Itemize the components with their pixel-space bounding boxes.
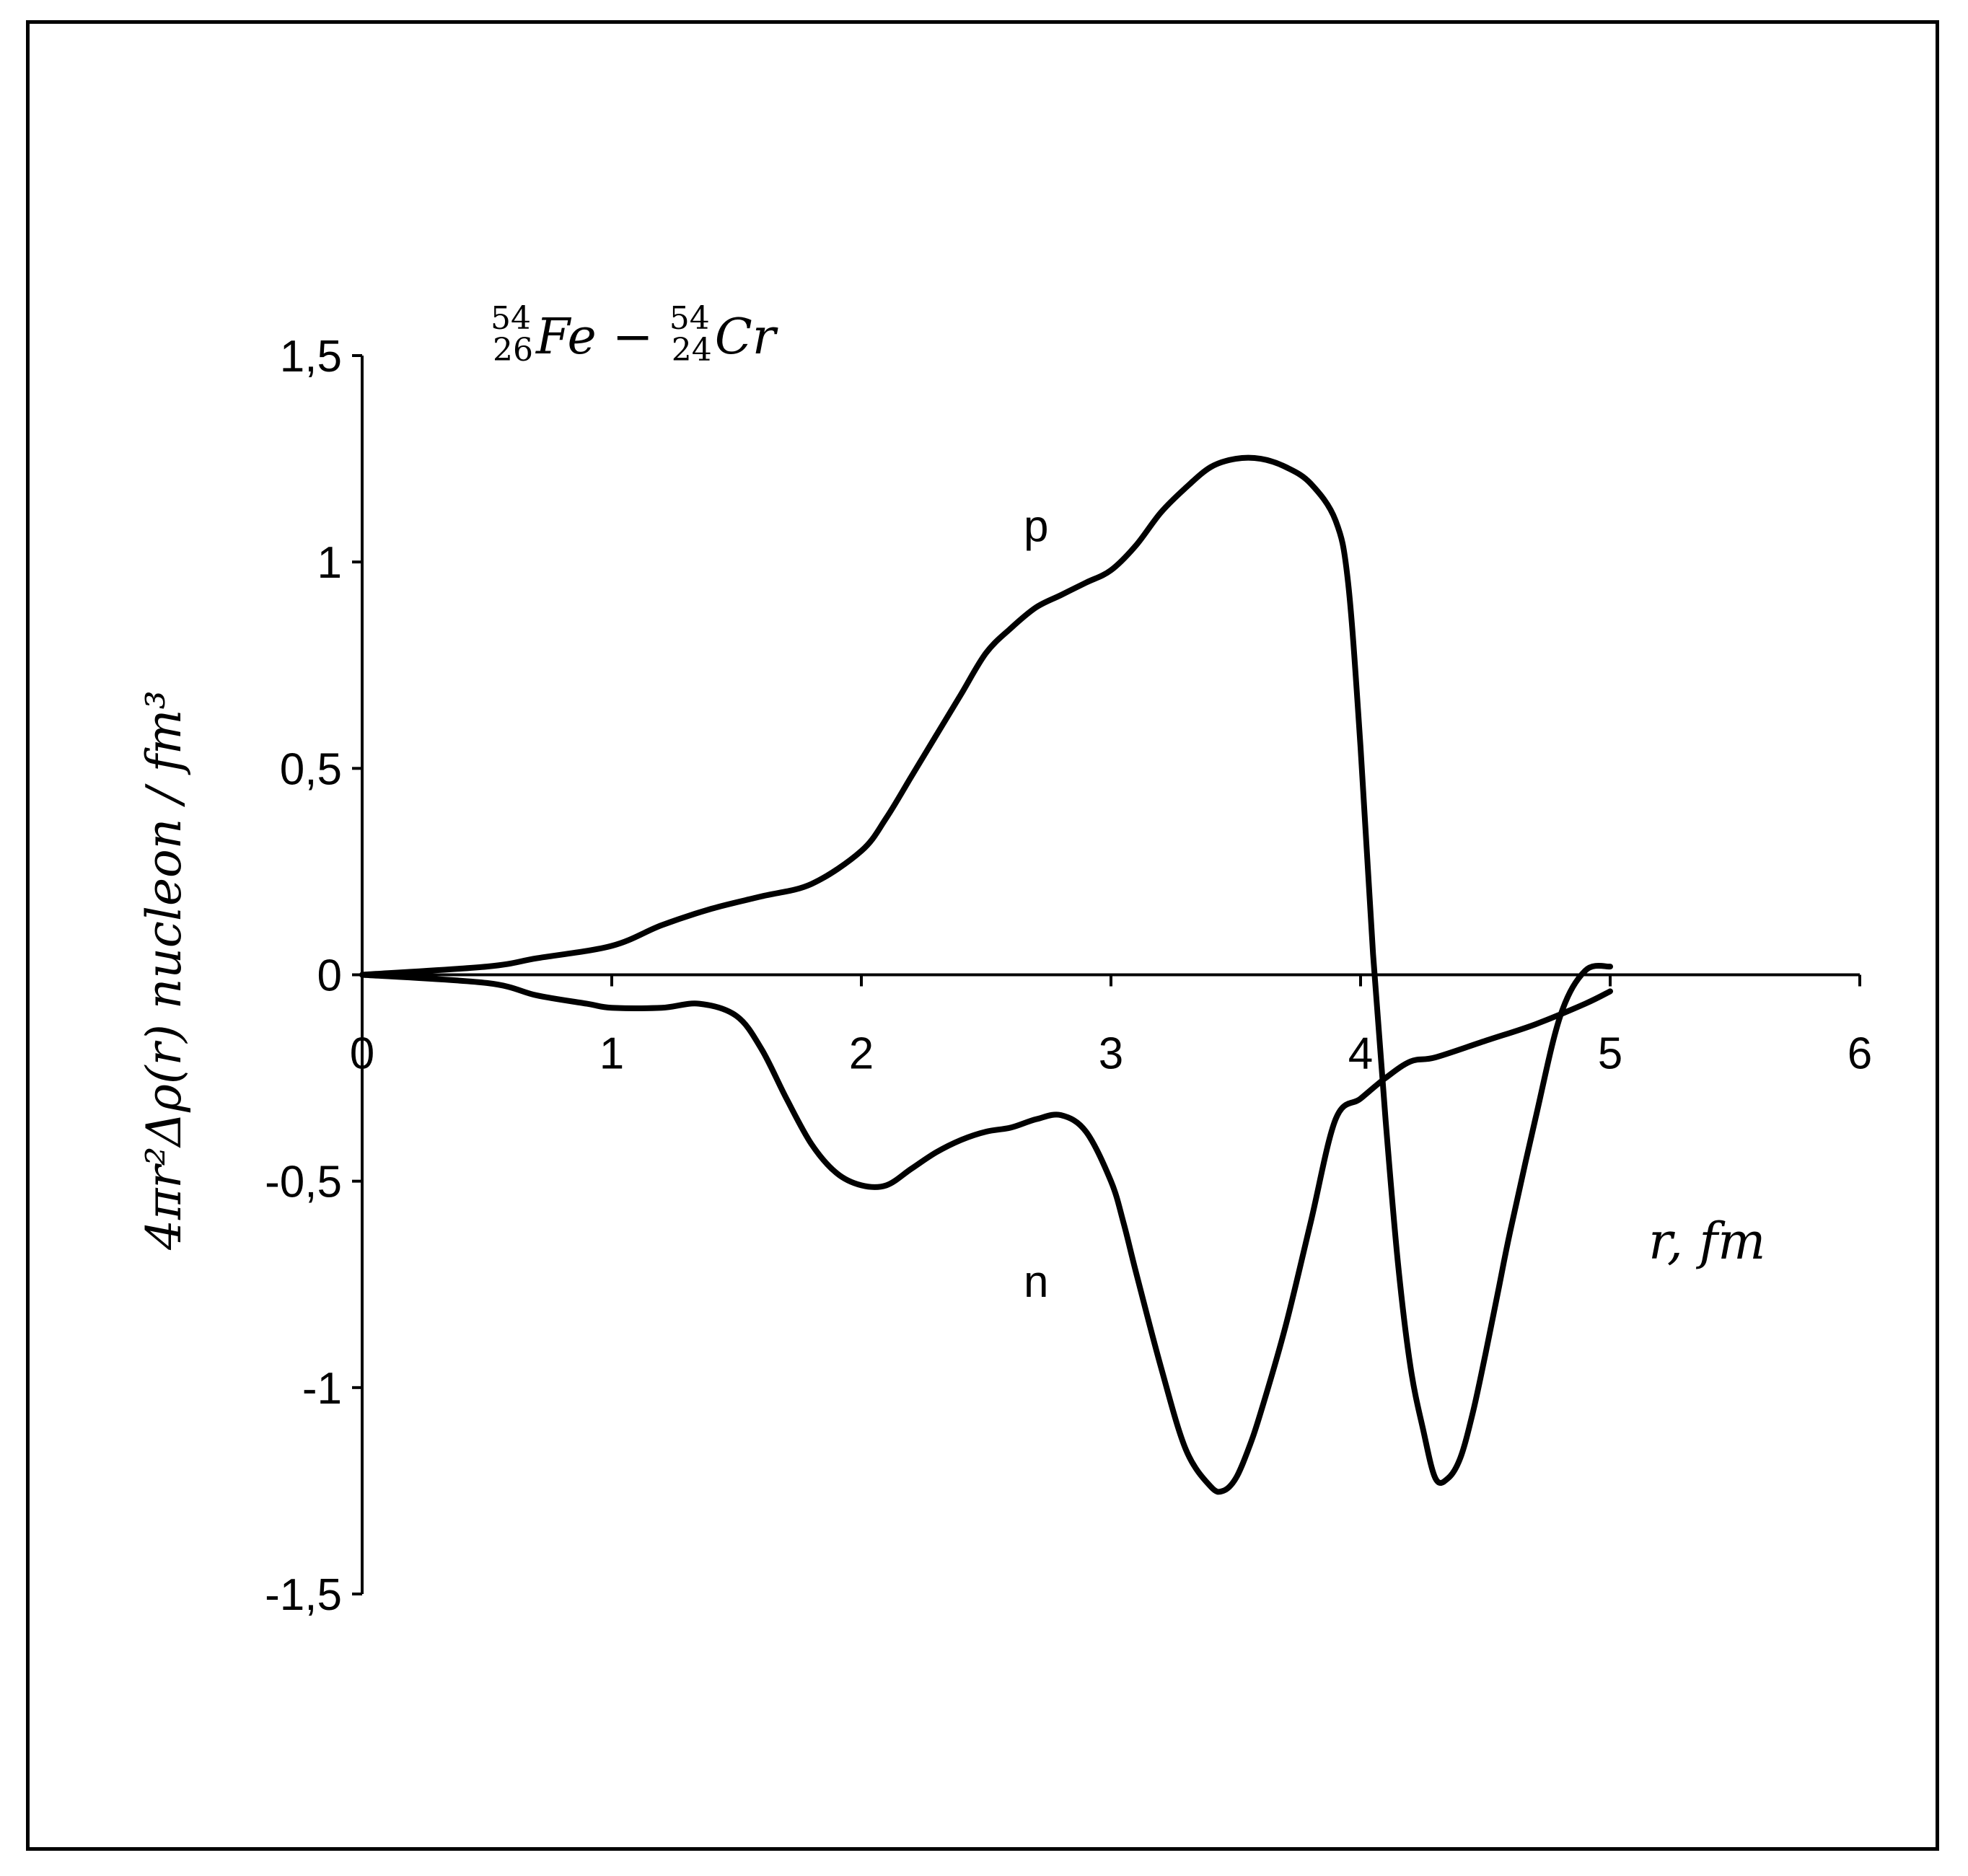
x-tick-label: 5 <box>1598 1029 1622 1079</box>
element-symbol-1: Fe <box>535 309 597 366</box>
series-label-n: n <box>1024 1257 1048 1307</box>
y-ticks: 1,5 1 0,5 0 -0,5 -1 -1,5 <box>265 332 362 1620</box>
x-tick-label: 6 <box>1848 1029 1872 1079</box>
x-tick-label: 3 <box>1099 1029 1123 1079</box>
formula-annotation: 54 26Fe −54 24Cr <box>491 300 778 369</box>
y-tick-label: 1 <box>317 538 342 588</box>
atomic-number-1: 26 <box>493 332 533 369</box>
series-line-p <box>359 454 1613 1487</box>
y-tick-label: -0,5 <box>265 1158 342 1207</box>
x-tick-label: 0 <box>350 1029 374 1079</box>
formula-separator: − <box>612 309 654 366</box>
series-label-p: p <box>1024 502 1048 552</box>
x-tick-label: 1 <box>599 1029 624 1079</box>
mass-number-1: 54 <box>491 300 531 337</box>
y-axis-title: 4πr²Δρ(r) nucleon / fm³ <box>136 690 192 1251</box>
atomic-number-2: 24 <box>672 332 712 369</box>
y-tick-label: 1,5 <box>280 332 342 382</box>
mass-number-2: 54 <box>669 300 710 337</box>
x-tick-label: 4 <box>1348 1029 1373 1079</box>
y-tick-label: 0 <box>317 951 342 1001</box>
y-tick-label: 0,5 <box>280 744 342 794</box>
x-ticks: 0 1 2 3 4 5 6 <box>350 974 1872 1079</box>
x-axis-title: r, fm <box>1648 1212 1766 1271</box>
y-tick-label: -1 <box>302 1364 342 1414</box>
element-symbol-2: Cr <box>715 309 778 366</box>
chart-frame <box>26 20 1939 1851</box>
series-layer: pn <box>359 454 1613 1495</box>
series-line-n <box>359 972 1613 1495</box>
x-tick-label: 2 <box>849 1029 874 1079</box>
y-tick-label: -1,5 <box>265 1570 342 1620</box>
